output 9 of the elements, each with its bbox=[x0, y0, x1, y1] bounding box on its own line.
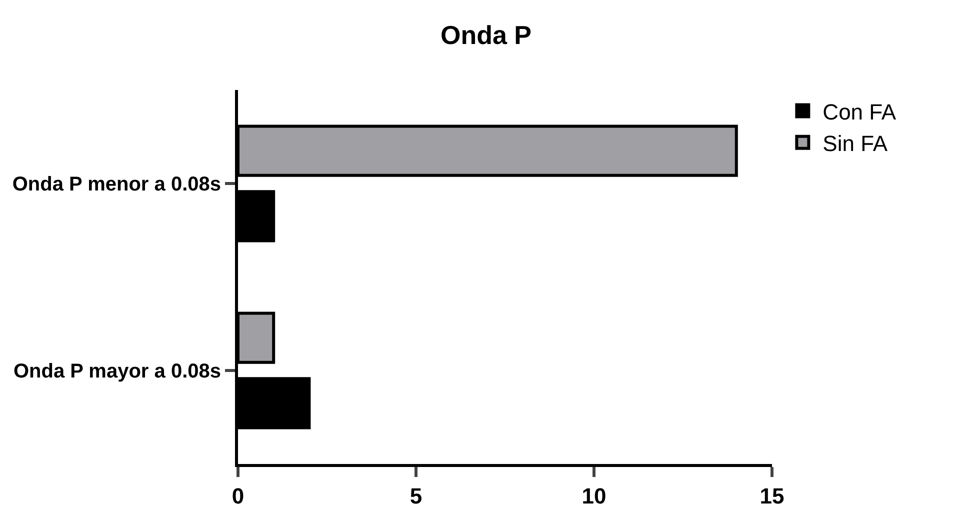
legend-label: Con FA bbox=[822, 99, 896, 124]
legend-label: Sin FA bbox=[822, 130, 888, 156]
x-tick-label: 0 bbox=[232, 483, 244, 508]
x-tick-label: 10 bbox=[582, 483, 606, 508]
x-tick-label: 5 bbox=[410, 483, 422, 508]
x-tick-label: 15 bbox=[760, 483, 784, 508]
chart-title: Onda P bbox=[440, 20, 532, 50]
y-tick-label: Onda P menor a 0.08s bbox=[12, 174, 221, 196]
y-tick-label: Onda P mayor a 0.08s bbox=[13, 360, 221, 382]
